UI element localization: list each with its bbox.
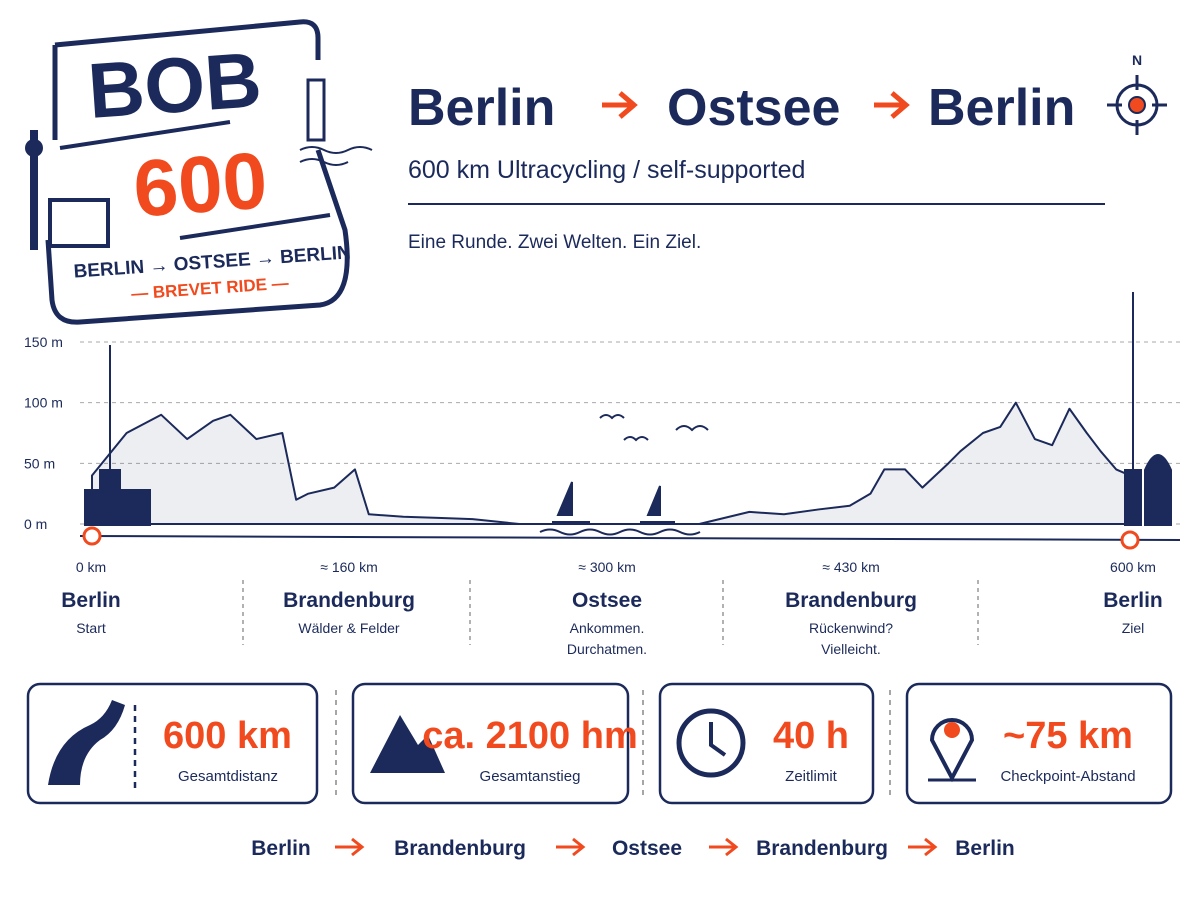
elevation-area bbox=[91, 401, 1131, 525]
route-stop: Ostsee bbox=[612, 837, 682, 860]
stop-note: Wälder & Felder bbox=[298, 620, 399, 636]
stop-note: Ankommen. bbox=[570, 620, 645, 636]
tagline: Eine Runde. Zwei Welten. Ein Ziel. bbox=[408, 232, 701, 253]
stop-km: ≈ 160 km bbox=[320, 559, 377, 575]
tower bbox=[25, 139, 43, 157]
logo-route: BERLIN → OSTSEE → BERLIN bbox=[73, 242, 351, 282]
y-tick-label: 50 m bbox=[24, 455, 55, 471]
baseline bbox=[79, 535, 1181, 541]
stop-name: Brandenburg bbox=[785, 589, 917, 612]
stat-value: ca. 2100 hm bbox=[422, 715, 637, 757]
lighthouse bbox=[306, 78, 326, 142]
stat-label: Checkpoint-Abstand bbox=[1000, 768, 1135, 785]
header-stop: Berlin bbox=[408, 79, 555, 137]
stats: 600 km Gesamtdistanz ca. 2100 hm Gesamtanst… bbox=[163, 715, 1136, 785]
y-tick-label: 0 m bbox=[24, 516, 47, 532]
tower bbox=[30, 130, 38, 250]
stop-note: Durchatmen. bbox=[567, 641, 647, 657]
stat-icons bbox=[48, 700, 976, 785]
stop-note: Rückenwind? bbox=[809, 620, 893, 636]
stop-separators bbox=[242, 580, 979, 645]
stop-name: Berlin bbox=[61, 589, 121, 612]
stop-km: 600 km bbox=[1110, 559, 1156, 575]
stop-name: Ostsee bbox=[572, 589, 642, 612]
stat-label: Zeitlimit bbox=[785, 768, 837, 785]
stop-km: ≈ 300 km bbox=[578, 559, 635, 575]
end-marker bbox=[1120, 530, 1140, 550]
logo-title: BOB bbox=[85, 35, 264, 135]
stop-note: Vielleicht. bbox=[821, 641, 881, 657]
decor bbox=[84, 292, 1172, 536]
stop-name: Berlin bbox=[1103, 589, 1163, 612]
logo-tag: — BREVET RIDE — bbox=[131, 274, 290, 304]
stat-value: ~75 km bbox=[1003, 715, 1133, 757]
stat-value: 600 km bbox=[163, 715, 292, 757]
stop-km: 0 km bbox=[76, 559, 106, 575]
stop-name: Brandenburg bbox=[283, 589, 415, 612]
logo-frame bbox=[54, 19, 321, 60]
stop-note: Start bbox=[76, 620, 106, 636]
header-stop: Berlin bbox=[928, 79, 1075, 137]
y-tick-label: 150 m bbox=[24, 334, 63, 350]
route: Berlin Brandenburg Ostsee Brandenburg Berlin bbox=[251, 837, 1015, 860]
header-arrow bbox=[602, 91, 910, 119]
stat-label: Gesamtanstieg bbox=[480, 768, 581, 785]
y-tick-label: 100 m bbox=[24, 395, 63, 411]
route-arrow bbox=[335, 837, 938, 857]
stops: 0 km Berlin Start ≈ 160 km Brandenburg Wälder… bbox=[61, 559, 1163, 657]
gate bbox=[48, 198, 110, 248]
stat-value: 40 h bbox=[773, 715, 849, 757]
route-stop: Berlin bbox=[251, 837, 311, 860]
elevation-chart: 0 m 50 m 100 m 150 m bbox=[24, 334, 1181, 541]
logo-arrow bbox=[59, 120, 231, 150]
subtitle: 600 km Ultracycling / self-supported bbox=[408, 156, 805, 184]
stat-boxes bbox=[26, 682, 1173, 805]
stop-note: Ziel bbox=[1122, 620, 1145, 636]
route-stop: Brandenburg bbox=[394, 837, 526, 860]
logo-frame bbox=[45, 45, 350, 325]
logo-number: 600 bbox=[131, 135, 270, 233]
stop-km: ≈ 430 km bbox=[822, 559, 879, 575]
compass bbox=[1107, 75, 1167, 135]
route-stop: Berlin bbox=[955, 837, 1015, 860]
stat-label: Gesamtdistanz bbox=[178, 768, 278, 785]
start-marker bbox=[82, 526, 102, 546]
waves bbox=[299, 146, 373, 166]
compass-label: N bbox=[1132, 52, 1142, 68]
logo: BOB 600 BERLIN → OSTSEE → BERLIN — BREVE… bbox=[25, 19, 373, 325]
logo-arrow bbox=[179, 213, 331, 240]
route-stop: Brandenburg bbox=[756, 837, 888, 860]
header-stop: Ostsee bbox=[667, 79, 840, 137]
